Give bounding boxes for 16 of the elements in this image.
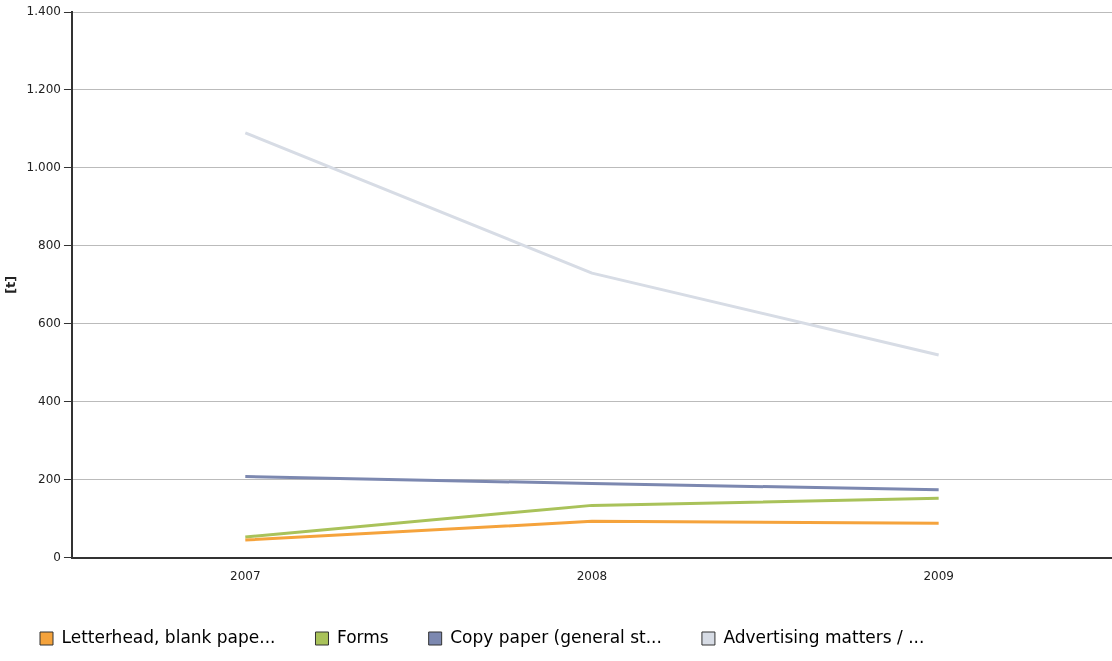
x-tick-label: 2008 (576, 568, 608, 583)
legend-label: Letterhead, blank pape... (61, 626, 276, 647)
legend-label: Copy paper (general st... (450, 626, 662, 647)
x-tick-label: 2009 (923, 568, 954, 583)
y-tick-label: 1.400 (26, 4, 61, 19)
y-tick-label: 600 (38, 315, 61, 330)
y-tick-label: 200 (38, 471, 61, 486)
legend-label: Forms (336, 626, 389, 647)
y-tick-label: 400 (38, 393, 61, 408)
y-tick-label: 800 (38, 237, 61, 252)
legend-label: Advertising matters / ... (723, 626, 925, 647)
y-tick-label: 1.200 (26, 82, 61, 97)
y-tick-label: 0 (53, 549, 61, 564)
x-tick-label: 2007 (230, 568, 261, 583)
y-tick-label: 1.000 (26, 160, 61, 175)
y-axis-title: [t] (3, 275, 19, 294)
